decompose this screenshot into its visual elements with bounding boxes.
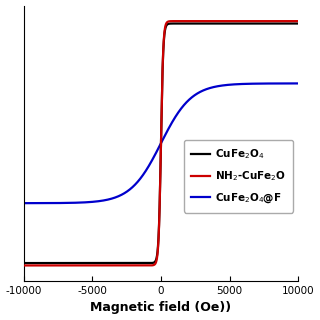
Legend: CuFe$_2$O$_4$, NH$_2$-CuFe$_2$O, CuFe$_2$O$_4$@F: CuFe$_2$O$_4$, NH$_2$-CuFe$_2$O, CuFe$_2… (184, 140, 293, 212)
X-axis label: Magnetic field (Oe)): Magnetic field (Oe)) (90, 301, 231, 315)
